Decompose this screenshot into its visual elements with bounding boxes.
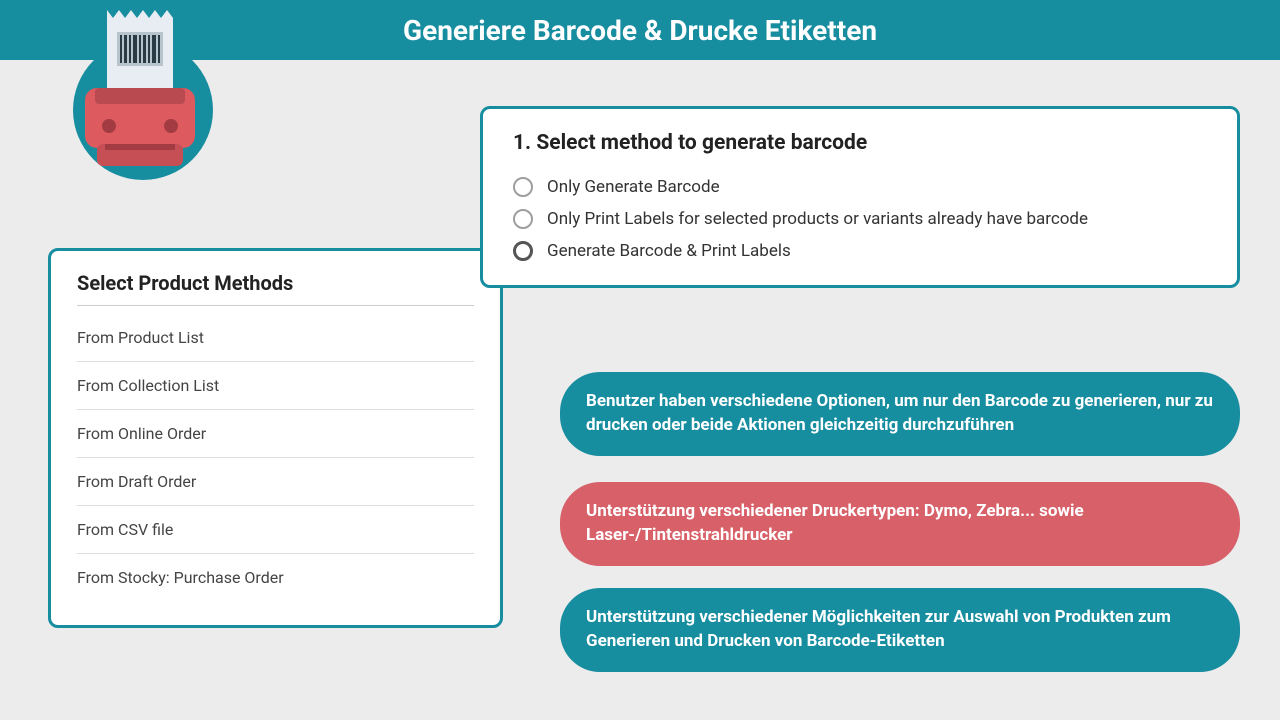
info-pill-text: Unterstützung verschiedener Druckertypen…	[586, 501, 1084, 545]
radio-option[interactable]: Generate Barcode & Print Labels	[513, 235, 1207, 267]
printer-illustration	[55, 30, 215, 190]
generate-card: 1. Select method to generate barcode Onl…	[480, 106, 1240, 288]
radio-option[interactable]: Only Print Labels for selected products …	[513, 203, 1207, 235]
printer-icon	[65, 10, 215, 180]
info-pill: Unterstützung verschiedener Möglichkeite…	[560, 588, 1240, 672]
radio-icon	[513, 241, 533, 261]
method-item[interactable]: From Product List	[77, 314, 474, 362]
method-item[interactable]: From Draft Order	[77, 458, 474, 506]
method-item[interactable]: From Online Order	[77, 410, 474, 458]
radio-option[interactable]: Only Generate Barcode	[513, 171, 1207, 203]
info-pill-text: Benutzer haben verschiedene Optionen, um…	[586, 391, 1213, 435]
info-pill-text: Unterstützung verschiedener Möglichkeite…	[586, 607, 1171, 651]
method-item[interactable]: From Stocky: Purchase Order	[77, 554, 474, 601]
method-item[interactable]: From CSV file	[77, 506, 474, 554]
radio-label: Generate Barcode & Print Labels	[547, 241, 791, 261]
methods-card: Select Product Methods From Product List…	[48, 248, 503, 628]
page-title: Generiere Barcode & Drucke Etiketten	[403, 14, 877, 47]
info-pill: Unterstützung verschiedener Druckertypen…	[560, 482, 1240, 566]
radio-label: Only Generate Barcode	[547, 177, 720, 197]
methods-card-title: Select Product Methods	[77, 271, 474, 306]
generate-card-title: 1. Select method to generate barcode	[513, 131, 1207, 155]
method-item[interactable]: From Collection List	[77, 362, 474, 410]
radio-label: Only Print Labels for selected products …	[547, 209, 1088, 229]
radio-icon	[513, 209, 533, 229]
info-pill: Benutzer haben verschiedene Optionen, um…	[560, 372, 1240, 456]
radio-icon	[513, 177, 533, 197]
